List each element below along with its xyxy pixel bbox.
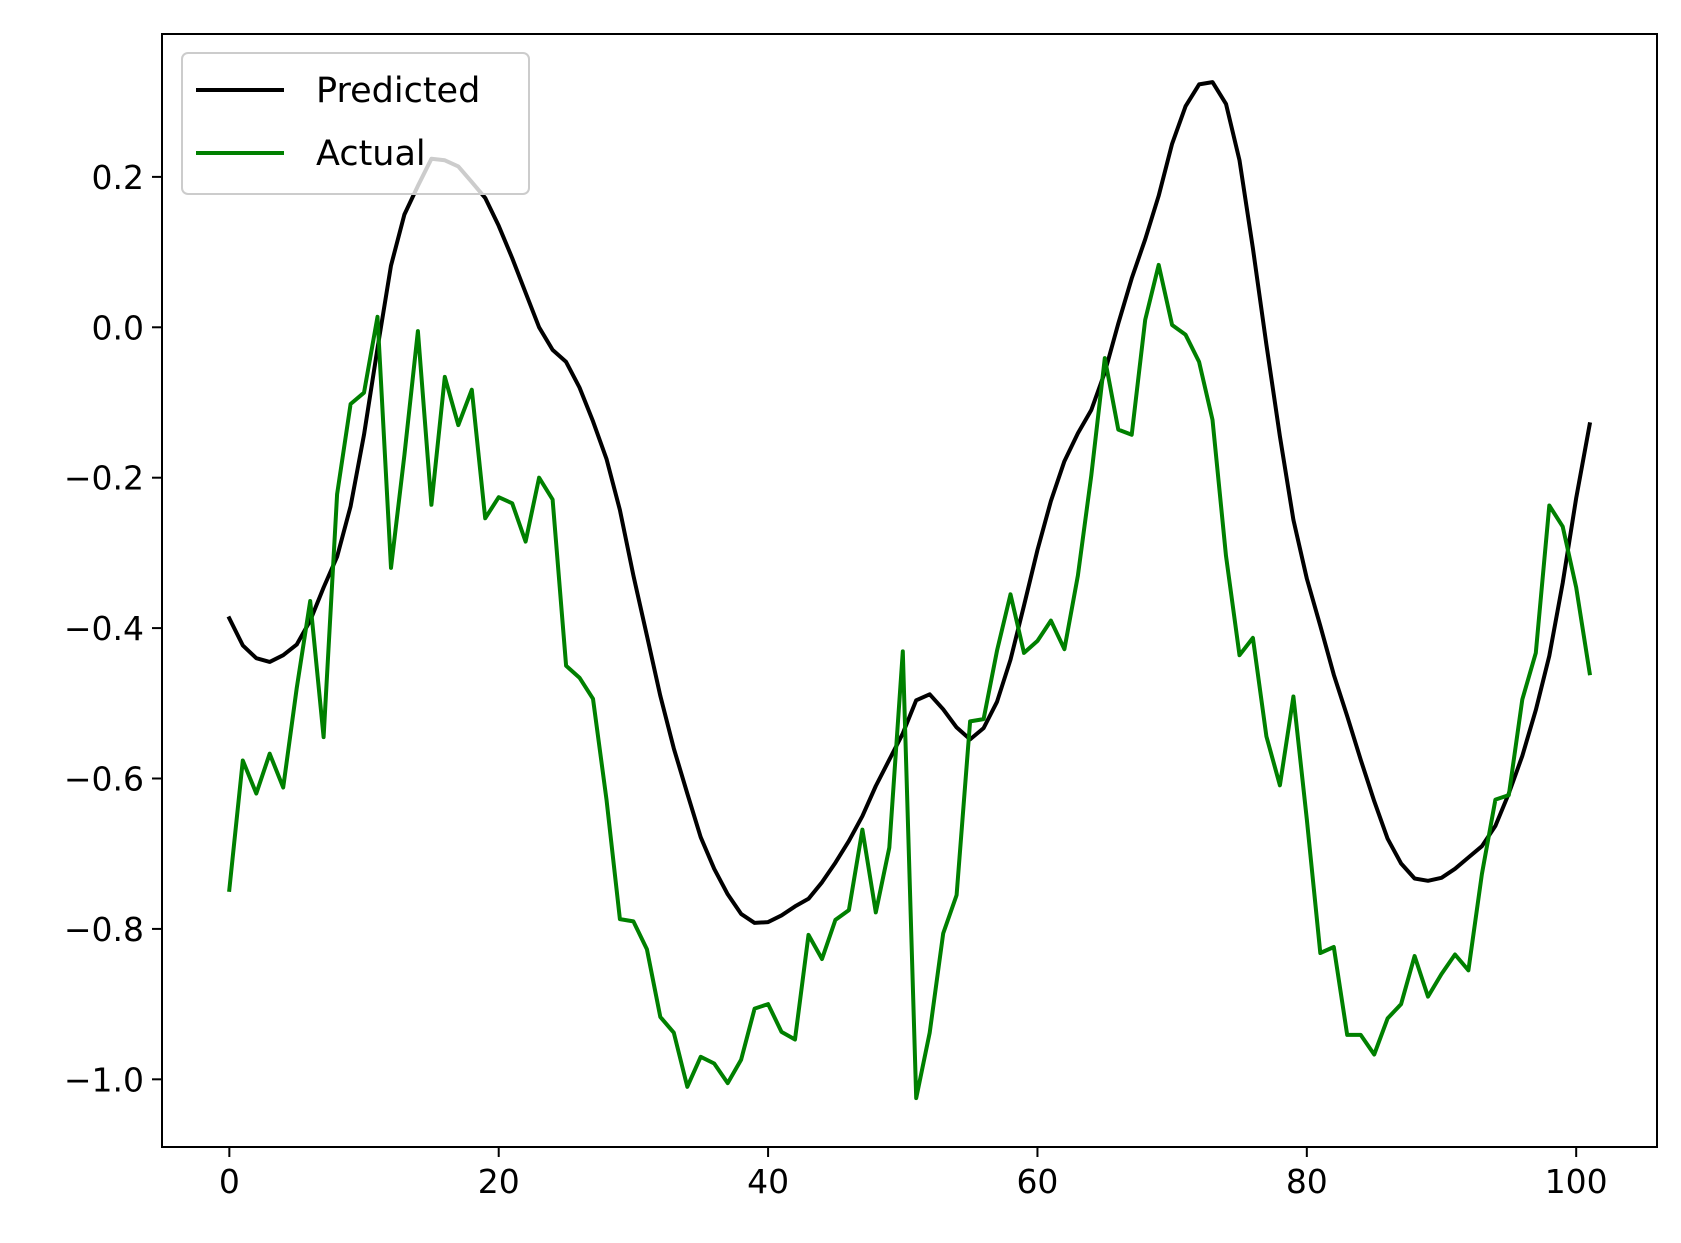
x-tick-label: 60	[1016, 1162, 1058, 1201]
y-tick-label: −1.0	[64, 1060, 144, 1099]
x-tick-label: 80	[1286, 1162, 1328, 1201]
y-tick-label: −0.8	[64, 910, 144, 949]
x-tick-label: 100	[1545, 1162, 1608, 1201]
x-tick-label: 40	[747, 1162, 789, 1201]
plot-area-frame	[161, 33, 1658, 1148]
y-tick-label: −0.2	[64, 459, 144, 498]
x-tick-label: 0	[219, 1162, 240, 1201]
y-tick-label: 0.2	[92, 158, 144, 197]
legend: Predicted Actual	[181, 52, 530, 195]
legend-label-actual: Actual	[316, 134, 426, 174]
legend-label-predicted: Predicted	[316, 71, 480, 111]
axis-ticks: 0 20 40 60 80 100 0.2 0.0 −0.2 −0.4 −0.6 −0.8 −1.0	[64, 158, 1608, 1201]
series-line-actual	[227, 262, 1592, 1101]
y-tick-label: −0.4	[64, 609, 144, 648]
x-tick-label: 20	[478, 1162, 520, 1201]
y-tick-label: 0.0	[92, 308, 144, 347]
y-tick-label: −0.6	[64, 760, 144, 799]
